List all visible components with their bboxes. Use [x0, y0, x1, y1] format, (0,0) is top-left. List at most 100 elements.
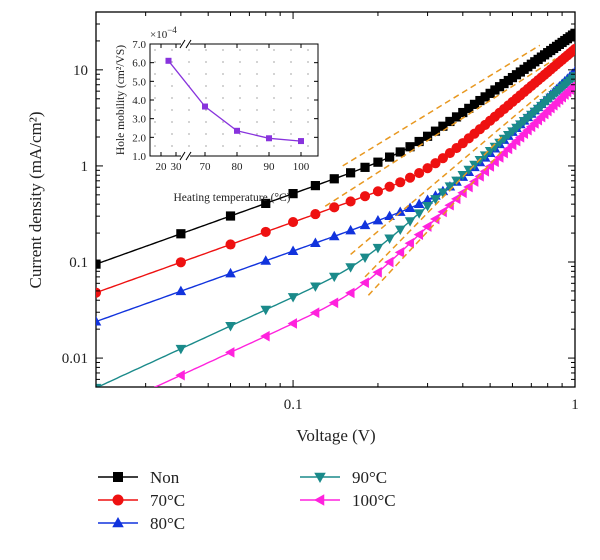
legend-item-4: 100°C: [300, 491, 396, 510]
data-point: [260, 255, 272, 265]
data-point: [485, 88, 495, 98]
inset-y-tick-label: 3.0: [132, 114, 146, 126]
data-point: [479, 151, 491, 161]
data-point: [464, 103, 474, 113]
data-point: [175, 344, 187, 355]
y-tick-label: 0.01: [62, 351, 88, 367]
data-point: [430, 195, 441, 205]
axis-break-mark: [179, 151, 186, 161]
fit-line: [342, 44, 541, 167]
data-point: [437, 206, 447, 218]
data-point: [359, 191, 371, 202]
data-point: [96, 316, 102, 326]
data-point: [372, 214, 384, 225]
data-point: [489, 142, 501, 153]
data-point: [360, 162, 370, 172]
data-point: [225, 211, 236, 221]
data-point: [345, 196, 356, 207]
data-point: [451, 176, 462, 187]
legend-marker: [113, 472, 123, 482]
legend-label: Non: [150, 468, 180, 487]
data-point: [422, 194, 433, 204]
inset-x-axis-label: Heating temperature (°C): [174, 192, 291, 204]
inset-plot-layer: 1.0 2.0 3.0 4.0 5.0 6.0 7.0 20 30 70 80 90 100: [132, 39, 318, 173]
data-point: [310, 237, 321, 247]
inset-y-tick-label: 6.0: [132, 58, 146, 70]
inset-chart: 1.0 2.0 3.0 4.0 5.0 6.0 7.0 20 30 70 80 90 100 ×10−4…: [115, 25, 319, 204]
data-point: [260, 226, 271, 237]
inset-y-tick-label: 5.0: [132, 76, 146, 88]
inset-x-tick-label: 20: [156, 161, 168, 173]
data-point: [430, 158, 441, 169]
data-point: [96, 383, 102, 387]
data-point: [430, 126, 441, 136]
data-point: [175, 369, 185, 381]
data-point: [328, 297, 339, 309]
data-point: [329, 202, 340, 213]
data-point: [457, 187, 467, 199]
x-axis-label: Voltage (V): [296, 426, 375, 445]
legend-item-0: Non: [98, 468, 180, 487]
inset-y-multiplier: ×10−4: [150, 25, 177, 41]
legend-marker: [112, 517, 124, 528]
series-0: [96, 28, 575, 269]
data-point: [384, 256, 394, 268]
data-point: [444, 182, 456, 192]
data-point: [176, 229, 186, 239]
data-point: [260, 330, 270, 342]
data-point: [328, 272, 340, 283]
data-point: [384, 210, 395, 221]
data-point: [570, 28, 575, 38]
legend-label: 100°C: [352, 491, 396, 510]
data-point: [287, 293, 299, 303]
fit-line: [350, 81, 556, 255]
data-point: [394, 206, 406, 216]
data-point: [175, 257, 186, 268]
data-point: [569, 43, 575, 55]
legend-label: 80°C: [150, 514, 185, 533]
fit-line: [324, 58, 556, 207]
fit-line: [364, 136, 503, 278]
data-point: [414, 168, 425, 179]
data-point: [385, 152, 395, 162]
main-plot-layer: [90, 28, 575, 420]
data-point: [405, 142, 415, 152]
data-point: [175, 285, 187, 296]
data-point: [474, 155, 486, 166]
data-point: [484, 147, 496, 157]
y-tick-label: 10: [73, 63, 88, 79]
x-tick-label: 1: [571, 397, 579, 413]
data-point: [480, 92, 490, 102]
axis-break-gap: [181, 40, 190, 48]
inset-y-tick-label: 4.0: [132, 95, 146, 107]
data-point: [494, 138, 505, 149]
inset-data-point: [165, 57, 172, 64]
inset-data-point: [298, 138, 304, 145]
axis-break-mark: [185, 39, 192, 49]
data-point: [373, 157, 383, 167]
data-point: [359, 277, 369, 288]
data-point: [458, 107, 468, 118]
inset-data-point: [234, 127, 240, 134]
inset-y-tick-label: 7.0: [132, 39, 146, 51]
data-point: [372, 186, 383, 197]
data-point: [490, 85, 500, 95]
data-point: [413, 209, 425, 219]
data-point: [413, 198, 425, 208]
legend-item-2: 80°C: [98, 514, 185, 533]
legend-marker: [314, 472, 326, 483]
data-point: [422, 163, 433, 174]
data-point: [437, 188, 449, 198]
data-point: [90, 409, 99, 420]
data-point: [225, 322, 236, 332]
data-point: [96, 287, 102, 298]
inset-x-tick-label: 70: [200, 161, 212, 173]
data-point: [261, 198, 271, 209]
y-tick-label: 1: [81, 159, 89, 175]
data-point: [404, 237, 414, 249]
data-point: [372, 266, 382, 278]
data-point: [444, 199, 454, 211]
data-point: [359, 253, 371, 264]
data-point: [310, 181, 320, 191]
